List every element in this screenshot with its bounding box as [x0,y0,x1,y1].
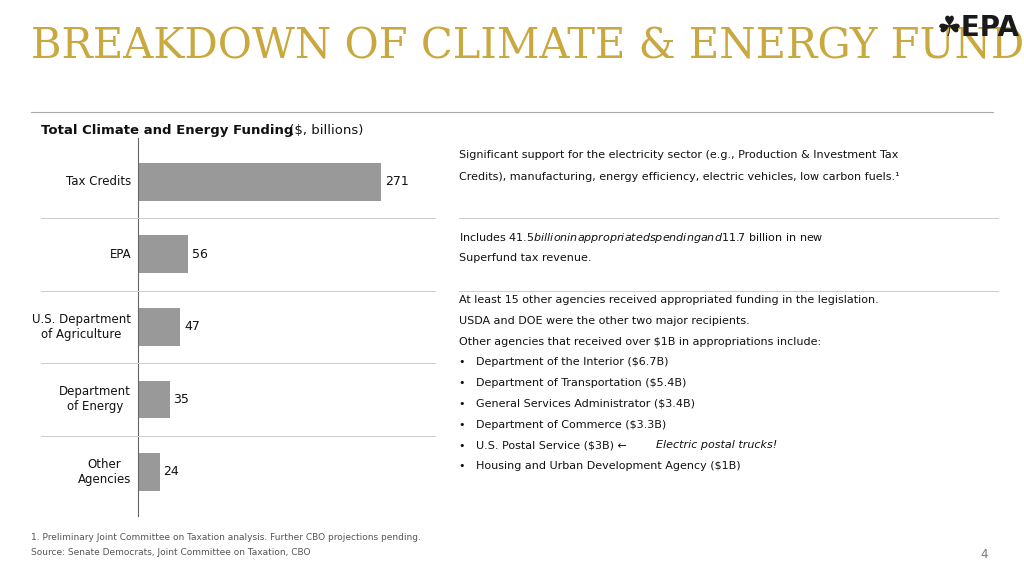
Text: Tax Credits: Tax Credits [66,175,131,188]
Bar [138,163,381,200]
Text: •   Department of Commerce ($3.3B): • Department of Commerce ($3.3B) [459,419,666,430]
Text: Credits), manufacturing, energy efficiency, electric vehicles, low carbon fuels.: Credits), manufacturing, energy efficien… [459,172,899,182]
Bar [138,308,180,346]
Text: 4: 4 [981,548,988,562]
Text: •   U.S. Postal Service ($3B) ←: • U.S. Postal Service ($3B) ← [459,440,630,450]
Text: •   Housing and Urban Development Agency ($1B): • Housing and Urban Development Agency (… [459,461,740,471]
Text: •   Department of the Interior ($6.7B): • Department of the Interior ($6.7B) [459,357,669,367]
Text: Department
of Energy: Department of Energy [59,385,131,414]
Text: 1. Preliminary Joint Committee on Taxation analysis. Further CBO projections pen: 1. Preliminary Joint Committee on Taxati… [31,533,421,542]
Text: Other
Agencies: Other Agencies [78,458,131,486]
Text: Includes $41.5 billion in appropriated spending and $11.7 billion in new: Includes $41.5 billion in appropriated s… [459,232,823,245]
Text: Electric postal trucks!: Electric postal trucks! [656,440,777,450]
Text: EPA: EPA [110,248,131,261]
Text: ($, billions): ($, billions) [285,124,364,137]
Text: 271: 271 [385,175,409,188]
Text: Superfund tax revenue.: Superfund tax revenue. [459,253,591,263]
Text: ☘EPA: ☘EPA [937,14,1020,43]
Bar [138,453,160,491]
Text: BREAKDOWN OF CLIMATE & ENERGY FUNDING: BREAKDOWN OF CLIMATE & ENERGY FUNDING [31,26,1024,68]
Text: •   Department of Transportation ($5.4B): • Department of Transportation ($5.4B) [459,378,686,388]
Text: Source: Senate Democrats, Joint Committee on Taxation, CBO: Source: Senate Democrats, Joint Committe… [31,548,310,558]
Text: USDA and DOE were the other two major recipients.: USDA and DOE were the other two major re… [459,316,750,326]
Bar [138,236,188,273]
Text: U.S. Department
of Agriculture: U.S. Department of Agriculture [32,313,131,341]
Bar [138,381,170,418]
Text: 35: 35 [173,393,189,406]
Text: 56: 56 [193,248,208,261]
Text: •   General Services Administrator ($3.4B): • General Services Administrator ($3.4B) [459,399,694,409]
Text: 24: 24 [164,465,179,479]
Text: Significant support for the electricity sector (e.g., Production & Investment Ta: Significant support for the electricity … [459,150,898,160]
Text: Other agencies that received over $1B in appropriations include:: Other agencies that received over $1B in… [459,336,821,347]
Text: At least 15 other agencies received appropriated funding in the legislation.: At least 15 other agencies received appr… [459,295,879,305]
Text: Total Climate and Energy Funding: Total Climate and Energy Funding [41,124,293,137]
Text: 47: 47 [184,320,200,334]
